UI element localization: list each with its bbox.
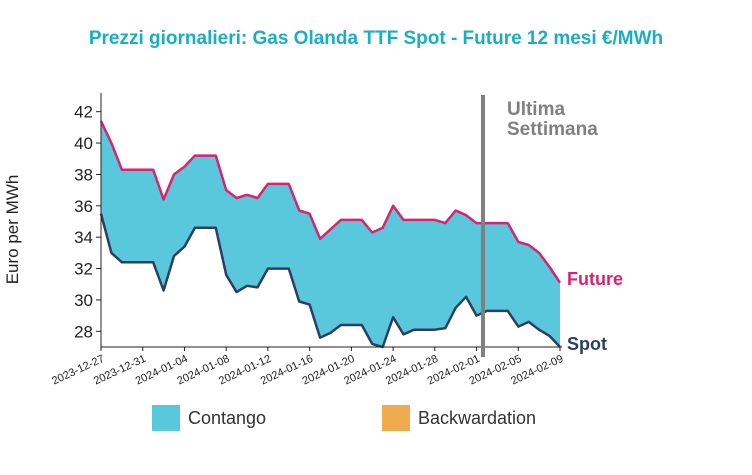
- spot-series-label: Spot: [567, 334, 607, 354]
- y-axis-title: Euro per MWh: [3, 175, 22, 285]
- y-tick-label-32: 32: [74, 260, 93, 279]
- y-tick-label-40: 40: [74, 134, 93, 153]
- legend-swatch-contango: [152, 405, 180, 431]
- legend-swatch-backwardation: [382, 405, 410, 431]
- legend-item-contango: Contango: [152, 405, 266, 431]
- contango-area: [101, 121, 560, 347]
- y-tick-label-42: 42: [74, 103, 93, 122]
- y-tick-label-28: 28: [74, 322, 93, 341]
- y-tick-label-34: 34: [74, 228, 93, 247]
- contango-area-layer: [101, 121, 560, 347]
- future-series-label: Future: [567, 269, 623, 289]
- y-tick-label-36: 36: [74, 197, 93, 216]
- y-tick-label-30: 30: [74, 291, 93, 310]
- chart-title: Prezzi giornalieri: Gas Olanda TTF Spot …: [88, 28, 664, 49]
- last-week-label-line1: Ultima: [507, 99, 566, 120]
- last-week-label-line2: Settimana: [507, 119, 598, 140]
- legend-label-backwardation: Backwardation: [418, 407, 537, 428]
- legend-label-contango: Contango: [188, 407, 267, 428]
- legend-item-backwardation: Backwardation: [382, 405, 536, 431]
- y-tick-label-38: 38: [74, 165, 93, 184]
